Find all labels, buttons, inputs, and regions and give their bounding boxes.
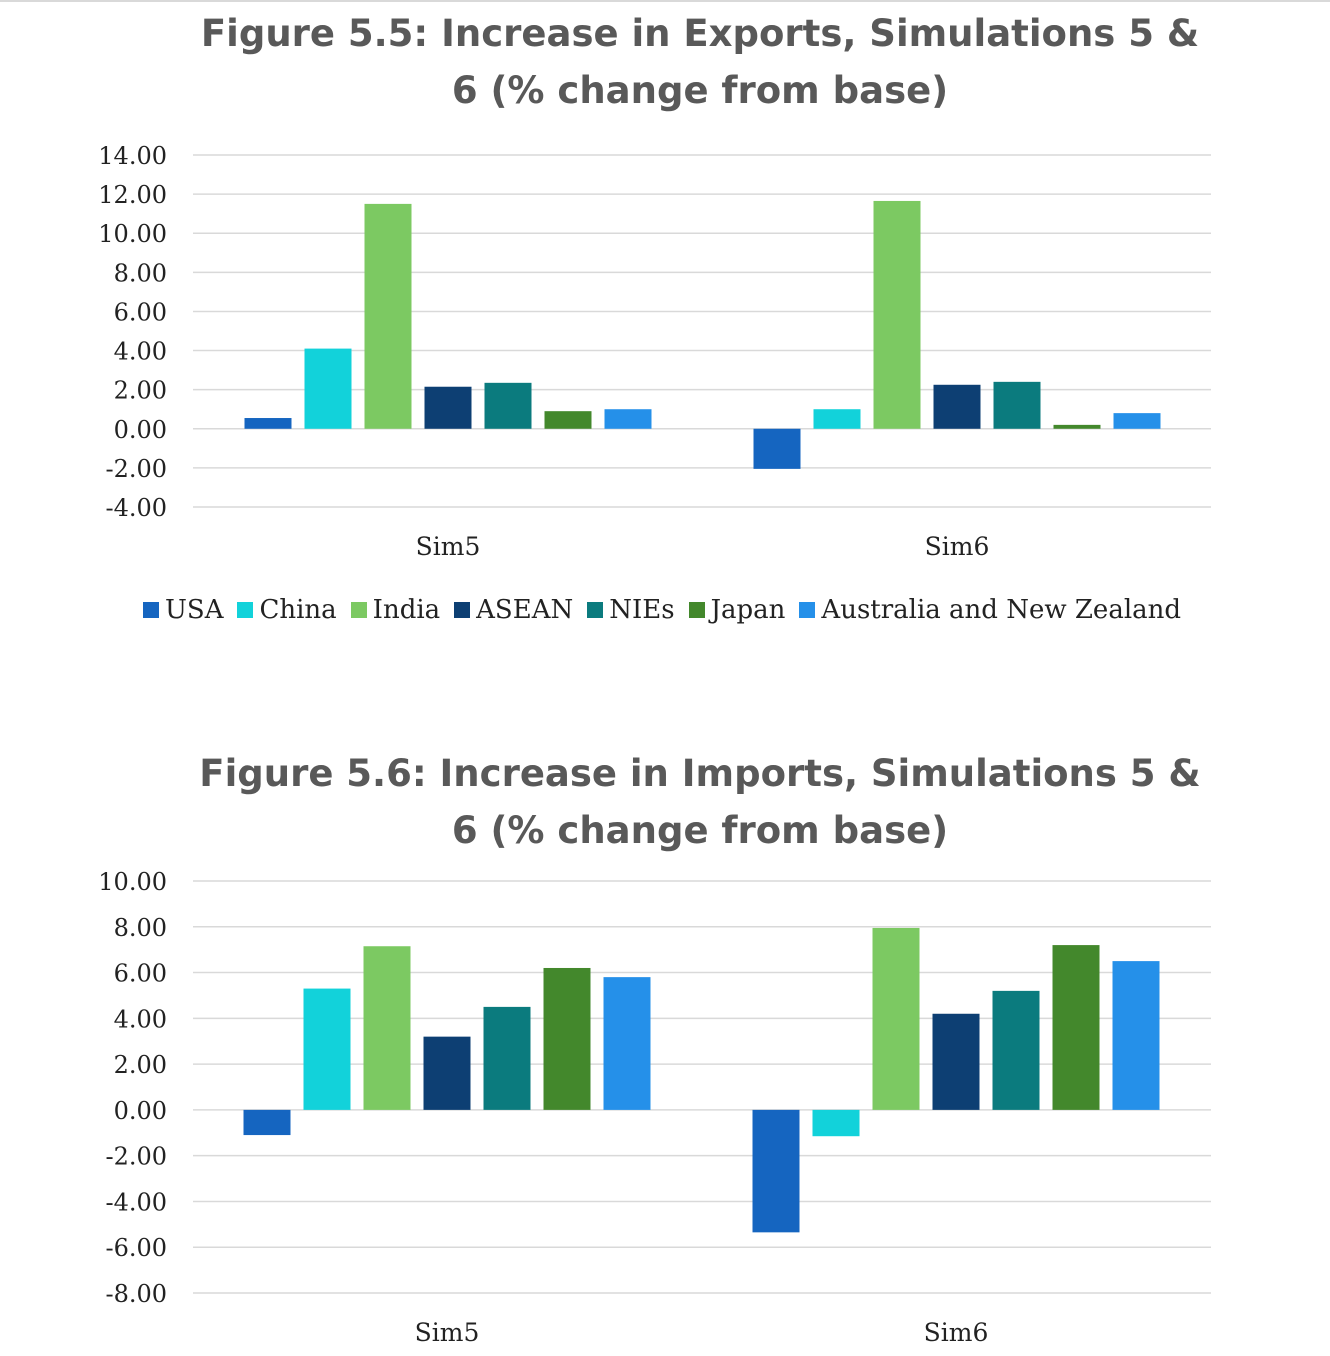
y-tick-label: -2.00 [105,455,167,483]
legend-swatch [688,602,705,618]
legend-item-4: ASEAN [454,595,573,625]
bar-sim5-japan [543,967,591,1110]
bar-sim6-nies [992,990,1040,1110]
legend-label: USA [164,595,224,625]
bar-sim6-japan [1052,945,1100,1110]
legend-swatch [142,602,159,618]
bar-sim6-australia-and-new-zealand [1113,413,1161,429]
legend-label: India [372,595,441,625]
legend-swatch [799,602,816,618]
y-tick-label: -8.00 [105,1280,167,1308]
y-tick-label: 4.00 [114,338,167,366]
x-category-label: Sim5 [415,1318,480,1347]
chart-2-title-line-2: 6 (% change from base) [451,809,949,852]
legend: USA China India ASEAN NIEs Japan Australia and… [0,588,1330,632]
legend-item-6: Japan [688,595,786,625]
y-tick-label: 12.00 [98,181,167,209]
y-tick-label: 6.00 [114,960,167,988]
top-border [0,0,1330,2]
bar-sim5-china [303,988,351,1110]
chart-2-plot: 10.00 8.00 6.00 4.00 2.00 0.00 -2.00 -4.00 -6.00… [98,868,1211,1347]
legend-item-5: NIEs [587,595,675,625]
bar-sim5-asean [423,1036,471,1110]
chart-1-plot: 14.00 12.00 10.00 8.00 6.00 4.00 2.00 0.00 -2.00… [98,142,1211,561]
legend-label: NIEs [609,595,675,625]
legend-swatch [587,602,604,618]
bar-sim6-india [872,927,920,1110]
bar-sim5-nies [483,1006,531,1110]
bar-sim6-india [873,200,921,429]
y-tick-label: 0.00 [114,416,167,444]
legend-item-1: USA [142,595,224,625]
y-tick-label: -2.00 [105,1143,167,1171]
bar-sim5-india [364,203,412,429]
bar-sim6-australia-and-new-zealand [1112,961,1160,1110]
y-tick-label: 4.00 [114,1005,167,1033]
chart-2-title: Figure 5.6: Increase in Imports, Simulat… [150,745,1250,859]
bar-sim5-asean [424,386,472,429]
y-tick-label: -4.00 [105,1188,167,1216]
legend-label: Australia and New Zealand [821,595,1182,625]
bar-sim6-china [813,409,861,429]
legend-swatch [350,602,367,618]
legend-swatch [237,602,254,618]
y-tick-label: 2.00 [114,377,167,405]
y-tick-label: 2.00 [114,1051,167,1079]
y-tick-label: 8.00 [114,259,167,287]
x-category-label: Sim6 [924,1318,989,1347]
y-tick-label: 10.00 [98,220,167,248]
y-tick-label: -6.00 [105,1234,167,1262]
chart-1-title: Figure 5.5: Increase in Exports, Simulat… [150,5,1250,119]
bar-sim5-usa [243,1109,291,1136]
y-tick-label: 0.00 [114,1097,167,1125]
legend-label: China [259,595,337,625]
bar-sim6-japan [1053,424,1101,429]
bar-sim5-usa [244,418,292,429]
y-tick-label: 14.00 [98,142,167,170]
x-category-label: Sim5 [416,532,481,561]
bar-sim5-japan [544,411,592,429]
bar-sim5-nies [484,382,532,429]
bar-sim5-australia-and-new-zealand [603,977,651,1110]
bar-sim6-usa [753,428,801,469]
bar-sim6-asean [933,384,981,429]
bar-sim5-australia-and-new-zealand [604,409,652,429]
bar-sim6-usa [752,1109,800,1233]
legend-item-7: Australia and New Zealand [799,595,1181,625]
legend-item-3: India [350,595,441,625]
y-tick-label: 8.00 [114,914,167,942]
bar-sim6-nies [993,381,1041,429]
bar-sim6-asean [932,1013,980,1110]
legend-label: ASEAN [476,595,574,625]
y-tick-label: 10.00 [98,868,167,896]
legend-item-2: China [237,595,337,625]
bar-sim6-china [812,1109,860,1137]
y-tick-label: 6.00 [114,298,167,326]
chart-1-title-line-1: Figure 5.5: Increase in Exports, Simulat… [200,12,1200,55]
bar-sim5-india [363,946,411,1110]
chart-2-title-line-1: Figure 5.6: Increase in Imports, Simulat… [199,752,1201,795]
legend-label: Japan [710,595,786,625]
chart-1-title-line-2: 6 (% change from base) [451,69,949,112]
legend-swatch [454,602,471,618]
y-tick-label: -4.00 [105,494,167,522]
bar-sim5-china [304,348,352,429]
x-category-label: Sim6 [925,532,990,561]
